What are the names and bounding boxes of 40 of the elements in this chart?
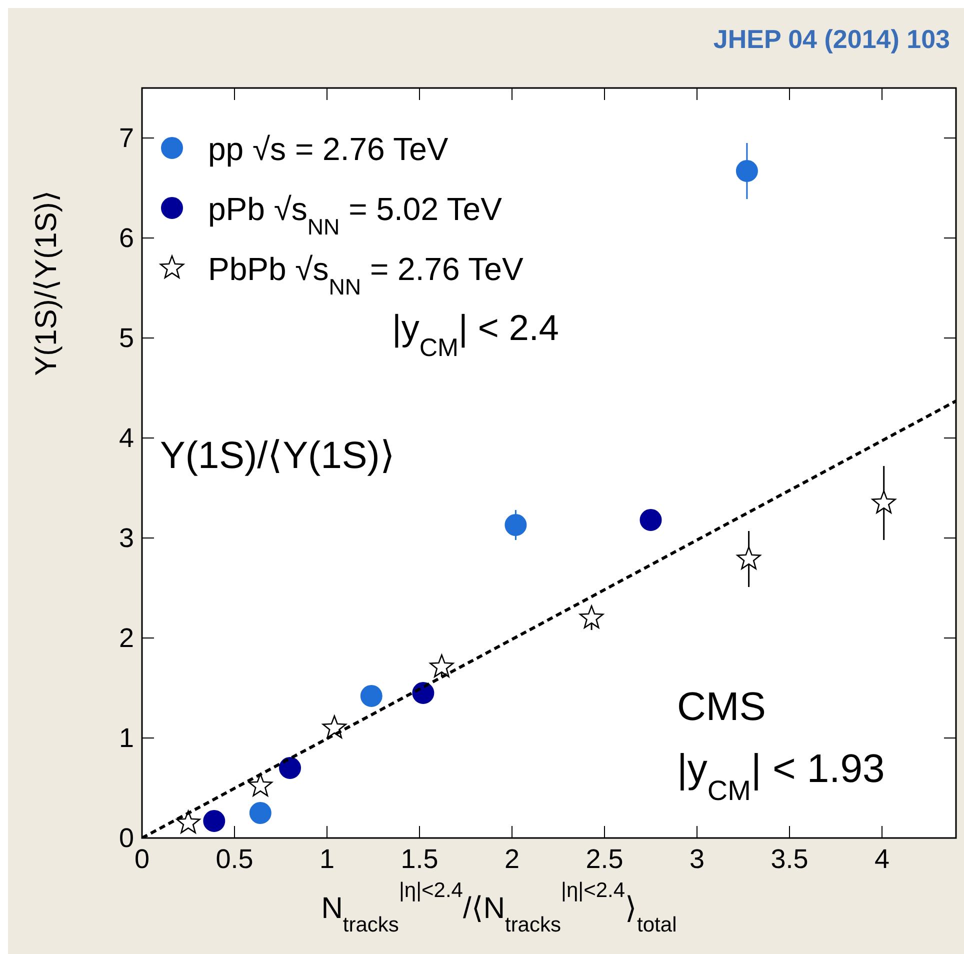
point xyxy=(430,654,454,678)
y-tick-label: 0 xyxy=(118,823,134,853)
x-axis-title: N$_{tracks}$$^{|η|<2.4}$/⟨N$_{tracks}$$^{|η|<2.4}$⟩$_{total}$ xyxy=(321,879,677,936)
point xyxy=(736,160,758,182)
x-tick-label: 0.5 xyxy=(216,844,254,874)
point xyxy=(872,490,896,514)
x-tick-label: 1 xyxy=(319,844,335,874)
y-tick-label: 2 xyxy=(118,623,134,653)
legend-label: PbPb √s$_{NN}$ = 2.76 TeV xyxy=(208,251,524,300)
legend-label: pPb √s$_{NN}$ = 5.02 TeV xyxy=(208,191,503,240)
y-tick-label: 6 xyxy=(118,223,134,253)
annotation: CMS xyxy=(677,685,766,729)
y-axis-title: Υ(1S)/⟨Υ(1S)⟩ xyxy=(30,190,63,376)
annotation: |y$_{CM}$| < 1.93 xyxy=(677,747,885,806)
annotation: |y$_{CM}$| < 2.4 xyxy=(392,307,559,362)
x-tick-label: 1.5 xyxy=(400,844,438,874)
legend-label: pp √s = 2.76 TeV xyxy=(208,131,449,167)
x-tick-label: 3 xyxy=(689,844,705,874)
point xyxy=(279,757,301,779)
point xyxy=(322,715,346,738)
x-tick-label: 2 xyxy=(504,844,520,874)
point xyxy=(360,685,382,707)
x-tick-label: 3.5 xyxy=(770,844,808,874)
y-tick-label: 3 xyxy=(118,523,134,553)
point xyxy=(176,810,200,834)
y-tick-label: 5 xyxy=(118,323,134,353)
point xyxy=(203,810,226,832)
point xyxy=(249,802,272,824)
point xyxy=(504,514,527,536)
point xyxy=(579,605,604,628)
text: JHEP 04 (2014) 103 xyxy=(713,24,950,54)
x-tick-label: 2.5 xyxy=(586,844,624,874)
point xyxy=(640,509,662,531)
y-tick-label: 1 xyxy=(118,723,134,753)
point xyxy=(248,773,272,796)
point xyxy=(736,546,761,570)
x-tick-label: 4 xyxy=(874,844,890,874)
y-tick-label: 7 xyxy=(118,123,134,153)
annotation: Υ(1S)/⟨Υ(1S)⟩ xyxy=(160,435,395,477)
y-tick-label: 4 xyxy=(118,423,134,453)
